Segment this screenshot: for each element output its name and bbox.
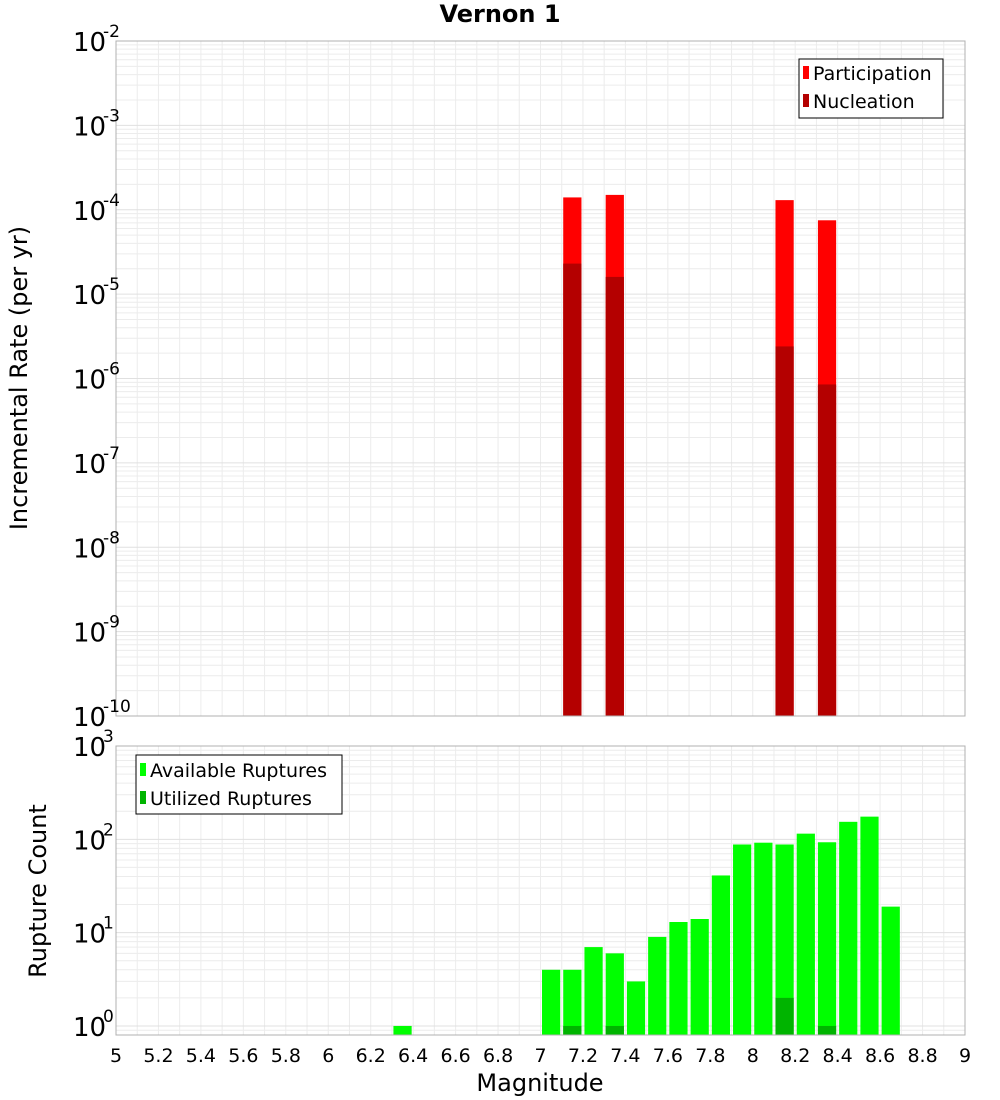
nucleation-bar bbox=[775, 346, 794, 716]
x-tick-label: 6.6 bbox=[440, 1045, 470, 1067]
rate-bars bbox=[563, 194, 837, 717]
x-tick-label: 6 bbox=[322, 1045, 334, 1067]
count-legend: Available Ruptures Utilized Ruptures bbox=[135, 754, 343, 815]
rate-gridlines bbox=[115, 41, 966, 717]
available-ruptures-bar bbox=[839, 821, 858, 1035]
rate-legend-box bbox=[798, 58, 944, 119]
available-ruptures-bar bbox=[626, 981, 646, 1035]
x-axis-label: Magnitude bbox=[476, 1069, 603, 1097]
available-ruptures-bar bbox=[775, 844, 794, 1035]
y-tick-label: 10 bbox=[73, 534, 106, 564]
x-tick-label: 5.8 bbox=[271, 1045, 301, 1067]
y-tick-label: 10 bbox=[73, 826, 106, 856]
available-ruptures-bar bbox=[860, 816, 879, 1035]
nucleation-legend-swatch bbox=[803, 94, 809, 107]
y-tick-label: 10 bbox=[73, 703, 106, 733]
x-tick-label: 7 bbox=[534, 1045, 546, 1067]
y-tick-exponent: -4 bbox=[103, 191, 120, 211]
x-tick-label: 5.6 bbox=[228, 1045, 258, 1067]
x-tick-label: 8.2 bbox=[780, 1045, 810, 1067]
y-tick-label: 10 bbox=[73, 920, 106, 950]
nucleation-legend-label: Nucleation bbox=[813, 91, 915, 113]
available-ruptures-bar bbox=[393, 1025, 412, 1035]
y-tick-exponent: -10 bbox=[103, 697, 131, 717]
utilized-ruptures-bar bbox=[563, 1025, 582, 1035]
x-tick-label: 8.4 bbox=[823, 1045, 853, 1067]
rate-legend: Participation Nucleation bbox=[798, 58, 944, 119]
y-tick-label: 10 bbox=[73, 281, 106, 311]
available-ruptures-bar bbox=[754, 842, 773, 1035]
available-ruptures-legend-label: Available Ruptures bbox=[150, 760, 327, 782]
rate-y-axis-label: Incremental Rate (per yr) bbox=[5, 226, 33, 530]
y-tick-exponent: -2 bbox=[103, 22, 120, 42]
nucleation-bar bbox=[563, 263, 582, 716]
x-tick-label: 6.8 bbox=[483, 1045, 513, 1067]
x-tick-label: 7.6 bbox=[653, 1045, 683, 1067]
y-tick-label: 10 bbox=[73, 197, 106, 227]
y-tick-exponent: 2 bbox=[103, 820, 114, 840]
participation-legend-label: Participation bbox=[813, 63, 932, 85]
x-tick-label: 7.2 bbox=[568, 1045, 598, 1067]
utilized-ruptures-legend-label: Utilized Ruptures bbox=[150, 788, 312, 810]
available-ruptures-bar bbox=[817, 842, 837, 1035]
utilized-ruptures-bar bbox=[605, 1025, 624, 1035]
x-tick-label: 8.8 bbox=[907, 1045, 937, 1067]
y-tick-exponent: -8 bbox=[103, 528, 120, 548]
y-tick-label: 10 bbox=[73, 450, 106, 480]
available-ruptures-bar bbox=[881, 906, 900, 1035]
x-tick-label: 5 bbox=[110, 1045, 122, 1067]
y-tick-exponent: -9 bbox=[103, 613, 120, 633]
y-tick-label: 10 bbox=[73, 619, 106, 649]
x-tick-label: 7.8 bbox=[695, 1045, 725, 1067]
y-tick-label: 10 bbox=[73, 1013, 106, 1043]
count-bars bbox=[393, 816, 900, 1035]
available-ruptures-bar bbox=[733, 844, 752, 1035]
utilized-ruptures-bar bbox=[817, 1025, 837, 1035]
available-ruptures-bar bbox=[648, 936, 667, 1035]
y-tick-exponent: 1 bbox=[103, 914, 114, 934]
y-tick-exponent: -5 bbox=[103, 275, 120, 295]
available-ruptures-bar bbox=[605, 953, 624, 1035]
y-tick-exponent: -7 bbox=[103, 444, 120, 464]
x-tick-label: 5.4 bbox=[186, 1045, 216, 1067]
available-ruptures-bar bbox=[542, 969, 561, 1035]
y-tick-label: 10 bbox=[73, 28, 106, 58]
y-tick-exponent: -3 bbox=[103, 106, 120, 126]
available-ruptures-bar bbox=[690, 919, 709, 1035]
utilized-ruptures-bar bbox=[775, 997, 794, 1035]
y-tick-label: 10 bbox=[73, 366, 106, 396]
y-tick-exponent: 3 bbox=[103, 727, 114, 747]
chart-title: Vernon 1 bbox=[439, 0, 560, 28]
x-tick-labels: 5 5.2 5.4 5.6 5.8 6 6.2 6.4 6.6 6.8 7 7.2 7.4 7.6 7.8 8… bbox=[110, 1045, 971, 1067]
x-tick-label: 5.2 bbox=[143, 1045, 173, 1067]
x-tick-label: 7.4 bbox=[610, 1045, 640, 1067]
utilized-ruptures-legend-swatch bbox=[140, 791, 146, 804]
y-tick-exponent: -6 bbox=[103, 360, 120, 380]
count-legend-box bbox=[135, 754, 343, 815]
available-ruptures-bar bbox=[584, 947, 603, 1035]
x-tick-label: 6.2 bbox=[356, 1045, 386, 1067]
nucleation-bar bbox=[605, 276, 624, 716]
y-tick-label: 10 bbox=[73, 112, 106, 142]
available-ruptures-bar bbox=[796, 833, 815, 1035]
available-ruptures-bar bbox=[711, 875, 731, 1035]
nucleation-bar bbox=[817, 384, 837, 716]
available-ruptures-bar bbox=[669, 922, 688, 1035]
count-y-axis-label: Rupture Count bbox=[24, 804, 52, 978]
available-ruptures-bar bbox=[563, 969, 582, 1035]
rate-plot-border bbox=[115, 40, 966, 717]
x-tick-label: 8.6 bbox=[865, 1045, 895, 1067]
x-tick-label: 9 bbox=[959, 1045, 971, 1067]
count-plot-border bbox=[115, 745, 966, 1036]
y-tick-exponent: 0 bbox=[103, 1007, 114, 1027]
available-ruptures-legend-swatch bbox=[140, 763, 146, 776]
y-tick-label: 10 bbox=[73, 733, 106, 763]
x-tick-label: 6.4 bbox=[398, 1045, 428, 1067]
participation-legend-swatch bbox=[803, 66, 809, 79]
x-tick-label: 8 bbox=[747, 1045, 759, 1067]
